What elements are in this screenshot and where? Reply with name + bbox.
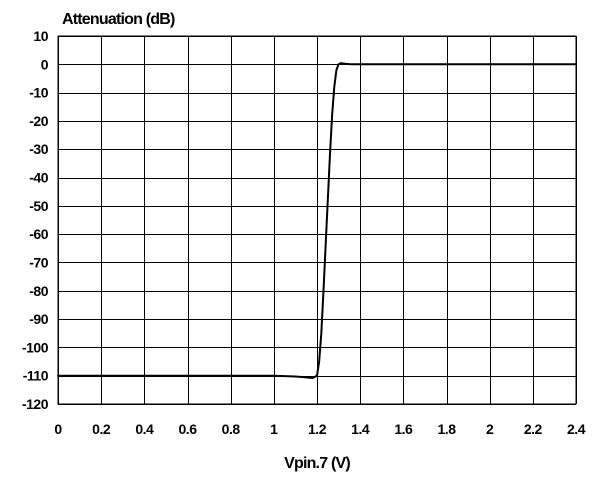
y-tick-label: -70: [29, 254, 48, 270]
y-tick-label: 10: [33, 28, 48, 44]
y-tick-label: -60: [29, 226, 48, 242]
x-tick-label: 2: [486, 421, 494, 437]
x-tick-label: 0.6: [179, 421, 198, 437]
y-tick-label: -120: [22, 396, 49, 412]
x-tick-label: 2.2: [524, 421, 543, 437]
x-tick-label: 1: [270, 421, 278, 437]
x-tick-label: 1.6: [394, 421, 413, 437]
plot-area: [57, 35, 577, 405]
y-tick-label: -80: [29, 283, 48, 299]
y-tick-label: -90: [29, 311, 48, 327]
x-tick-label: 0.8: [222, 421, 241, 437]
grid: [58, 36, 577, 405]
y-tick-label: -40: [29, 170, 48, 186]
y-tick-label: -50: [29, 198, 48, 214]
y-axis-ticks: 10 0 -10 -20 -30 -40 -50 -60 -70 -80 -90 -100 -110 -1…: [22, 28, 49, 412]
series-line: [57, 62, 577, 379]
y-tick-label: -110: [23, 368, 49, 384]
x-axis-title: Vpin.7 (V): [284, 455, 350, 472]
y-tick-label: -100: [22, 339, 49, 355]
x-axis-ticks: 0 0.2 0.4 0.6 0.8 1 1.2 1.4 1.6 1.8 2 2.2 2.4: [54, 421, 586, 437]
x-tick-label: 0.2: [92, 421, 111, 437]
y-tick-label: 0: [41, 56, 49, 72]
x-tick-label: 2.4: [567, 421, 586, 437]
x-tick-label: 0: [54, 421, 62, 437]
y-axis-title: Attenuation (dB): [62, 11, 175, 28]
x-tick-label: 1.8: [438, 421, 457, 437]
y-tick-label: -30: [29, 141, 48, 157]
x-tick-label: 1.2: [308, 421, 327, 437]
x-tick-label: 1.4: [351, 421, 370, 437]
y-tick-label: -10: [29, 85, 48, 101]
x-tick-label: 0.4: [135, 421, 154, 437]
y-tick-label: -20: [29, 113, 48, 129]
